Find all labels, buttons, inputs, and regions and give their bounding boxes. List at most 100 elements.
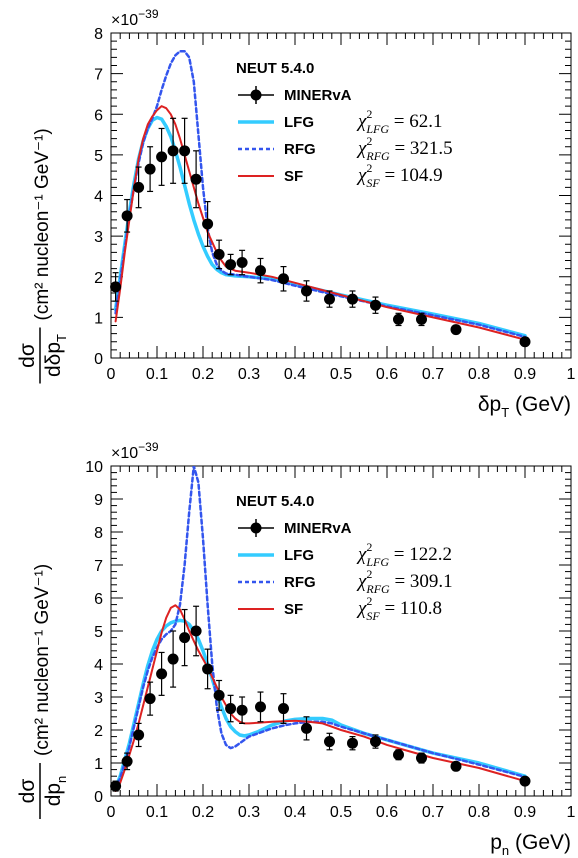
data-point (167, 653, 179, 665)
legend-swatch-data-marker (250, 89, 262, 101)
y-tick-label: 4 (94, 189, 103, 206)
chi-subscript: SF (366, 609, 380, 623)
chi-symbol: χ (356, 165, 367, 186)
chi-subscript: RFG (365, 582, 390, 596)
series-line-rfg (114, 466, 527, 791)
chi-value: 321.5 (410, 138, 453, 159)
x-tick-label: 0.9 (514, 366, 536, 383)
chart-dpt: 0 0.1 0.2 0.3 0.4 0.5 0.6 0.7 0.8 0.9 1 0 1 2 3 4 5 6 7 8 ×1… (16, 7, 576, 420)
data-point (213, 248, 225, 260)
legend-label-sf: SF (284, 601, 303, 618)
data-point (347, 293, 358, 305)
x-tick-label: 0.1 (146, 366, 168, 383)
chi-superscript: 2 (366, 134, 372, 148)
chi-equals: = (390, 571, 410, 592)
chi2-lfg: χ2 LFG = 122.2 (356, 540, 452, 569)
x-axis-symbol: p (490, 831, 502, 854)
x-tick-label: 0.6 (376, 366, 398, 383)
chi-superscript: 2 (366, 540, 372, 554)
data-point (450, 760, 462, 772)
x-tick-label: 0.4 (284, 366, 306, 383)
chi-equals: = (389, 111, 409, 132)
x-axis-unit: (GeV) (509, 393, 571, 416)
y-tick-label: 9 (94, 492, 103, 509)
x-tick-label: 0.3 (238, 804, 260, 821)
x-tick-label: 0.8 (468, 804, 490, 821)
data-point (213, 689, 225, 701)
model-curves (113, 466, 527, 792)
chi-value: 309.1 (410, 571, 453, 592)
data-point (370, 736, 381, 748)
data-point (324, 736, 335, 748)
x-tick-label: 0 (107, 366, 116, 383)
x-tick-label: 0 (107, 804, 116, 821)
chi2-rfg: χ2 RFG = 321.5 (356, 134, 453, 163)
chi-equals: = (380, 598, 400, 619)
data-point (202, 663, 214, 675)
data-point (255, 265, 266, 277)
x-axis-subscript: n (502, 843, 509, 858)
data-point (255, 701, 266, 713)
data-point (110, 281, 122, 293)
y-axis-unit: (cm² nucleon⁻¹ GeV⁻¹) (32, 128, 53, 320)
x-tick-label: 0.5 (330, 366, 352, 383)
data-point (236, 257, 248, 269)
legend-label-lfg: LFG (284, 114, 314, 131)
chi-value: 62.1 (409, 111, 442, 132)
chi-value: 104.9 (400, 165, 443, 186)
data-point (110, 780, 122, 792)
chi-subscript: LFG (365, 555, 389, 569)
chi-symbol: χ (356, 571, 367, 592)
data-point (519, 775, 531, 787)
data-point (167, 145, 179, 157)
data-point (133, 181, 145, 193)
y-exponent-label: ×10−39 (111, 440, 159, 462)
x-tick-label: 0.1 (146, 804, 168, 821)
legend-label-data: MINERvA (284, 87, 352, 104)
data-point (190, 173, 202, 185)
data-point (416, 752, 427, 764)
y-tick-label: 8 (94, 26, 103, 43)
chi-equals: = (389, 544, 409, 565)
exponent-power: −39 (138, 7, 159, 21)
chi-superscript: 2 (366, 161, 372, 175)
chi-subscript: RFG (365, 149, 390, 163)
x-tick-label: 0.4 (284, 804, 306, 821)
exponent-base: ×10 (111, 12, 138, 29)
data-point (144, 693, 156, 705)
x-tick-label: 0.2 (192, 804, 214, 821)
legend-label-rfg: RFG (284, 574, 316, 591)
data-point (236, 704, 248, 716)
y-tick-label: 1 (94, 756, 103, 773)
data-point (301, 722, 312, 734)
data-point (416, 313, 427, 325)
legend-label-data: MINERvA (284, 520, 352, 537)
legend-label-lfg: LFG (284, 547, 314, 564)
y-tick-label: 7 (94, 67, 103, 84)
data-point (519, 336, 531, 348)
x-axis-title: pn (GeV) (490, 831, 571, 858)
y-tick-label: 3 (94, 229, 103, 246)
y-tick-label: 2 (94, 723, 103, 740)
legend-label-rfg: RFG (284, 141, 316, 158)
x-axis-subscript: T (501, 405, 509, 420)
data-point (121, 210, 133, 222)
y-tick-label: 1 (94, 310, 103, 327)
data-points (110, 117, 531, 348)
legend-swatch-data-marker (250, 522, 262, 534)
legend-header: NEUT 5.4.0 (236, 493, 314, 510)
y-axis-denominator-subscript: n (54, 776, 69, 783)
plot-frame (110, 465, 572, 797)
y-axis-denominator: dδpT (42, 334, 69, 377)
x-tick-label: 1 (567, 366, 576, 383)
chi2-sf: χ2 SF = 110.8 (356, 594, 442, 623)
x-tick-label: 0.8 (468, 366, 490, 383)
y-axis-denominator-text: dp (42, 783, 65, 806)
x-tick-label: 0.6 (376, 804, 398, 821)
y-tick-label: 7 (94, 558, 103, 575)
y-tick-label: 4 (94, 657, 103, 674)
chi2-lfg: χ2 LFG = 62.1 (356, 107, 443, 136)
x-tick-label: 0.2 (192, 366, 214, 383)
